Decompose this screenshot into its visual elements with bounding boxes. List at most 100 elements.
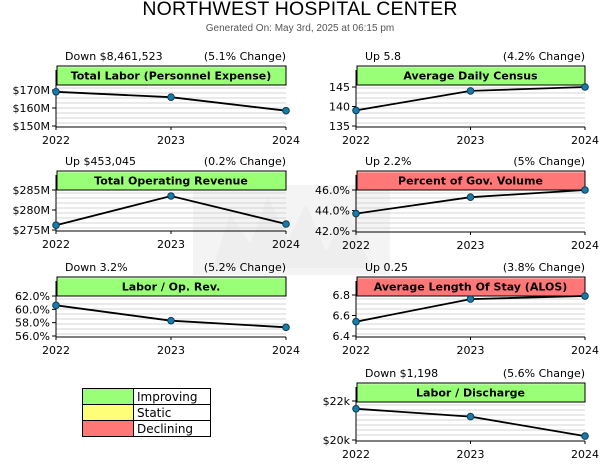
y-tick-label: 56.0% [15,330,50,343]
legend-label-static: Static [133,404,211,421]
x-tick-label: 2022 [342,239,370,252]
x-tick-label: 2022 [342,134,370,147]
watermark-background [193,185,390,275]
y-tick-label: 44.0% [315,205,350,218]
data-point [282,323,290,332]
x-tick-label: 2022 [42,134,70,147]
chart-3: Up $453,045 (0.2% Change) Total Operating … [13,155,301,251]
data-point [167,93,175,101]
y-tick-label: 60.0% [15,303,50,316]
chart-6: Up 0.25 (3.8% Change) Average Length Of St… [333,261,600,357]
y-tick-label: 6.4 [333,330,351,343]
chart-title: Labor / Op. Rev. [122,281,221,294]
x-tick-label: 2023 [157,344,185,357]
legend-row-static: Static [82,404,211,421]
chart-2: Up 5.8 (4.2% Change) Average Daily Census 1… [329,50,599,147]
data-point [52,88,60,96]
x-tick-label: 2022 [342,448,370,461]
legend-swatch-improving [82,388,134,405]
y-tick-label: 6.6 [333,310,351,323]
legend-row-improving: Improving [82,388,211,405]
y-tick-label: 42.0% [315,225,350,238]
title-banner [56,170,287,191]
y-tick-label: $20k [323,434,351,447]
data-point [282,106,290,115]
x-tick-label: 2024 [272,238,300,251]
chart-title: Percent of Gov. Volume [398,175,543,188]
y-tick-label: $275M [13,224,51,237]
data-point [466,412,475,421]
page-title: NORTHWEST HOSPITAL CENTER [142,0,458,20]
data-point [466,193,475,201]
data-point [352,405,360,413]
percent-change-text: (5.6% Change) [503,367,585,380]
data-point [466,295,475,303]
data-point [581,432,589,440]
data-point [52,301,60,310]
x-tick-label: 2023 [457,239,485,252]
y-tick-label: $150M [13,120,51,133]
x-tick-label: 2022 [42,344,70,357]
change-text: Up 5.8 [365,50,401,63]
change-text: Up $453,045 [65,155,136,168]
y-tick-label: 46.0% [315,184,350,197]
x-tick-label: 2022 [42,238,70,251]
title-banner [356,382,586,403]
generated-timestamp: Generated On: May 3rd, 2025 at 06:15 pm [205,23,395,34]
data-point [282,220,290,228]
x-tick-label: 2023 [457,448,485,461]
x-tick-label: 2024 [571,134,599,147]
x-tick-label: 2023 [157,238,185,251]
x-tick-label: 2024 [571,239,599,252]
y-tick-label: 135 [329,120,350,133]
change-text: Down 3.2% [65,261,128,274]
change-text: Up 2.2% [365,155,411,168]
y-tick-label: $285M [13,184,51,197]
change-text: Up 0.25 [365,261,408,274]
chart-7: Down $1,198 (5.6% Change) Labor / Discharg… [323,367,599,461]
title-banner [56,276,287,297]
chart-5: Down 3.2% (5.2% Change) Labor / Op. Rev. 56… [15,261,300,357]
x-tick-label: 2024 [571,344,599,357]
x-tick-label: 2022 [342,344,370,357]
percent-change-text: (0.2% Change) [204,155,286,168]
chart-title: Total Labor (Personnel Expense) [71,70,272,83]
y-tick-label: 62.0% [15,290,50,303]
chart-1: Down $8,461,523 (5.1% Change) Total Labor … [13,50,301,147]
title-banner [56,65,287,86]
percent-change-text: (5% Change) [513,155,585,168]
x-tick-label: 2023 [457,134,485,147]
data-point [581,186,589,194]
x-tick-label: 2023 [157,134,185,147]
title-banner [356,65,586,86]
y-tick-label: 140 [329,101,350,114]
legend-row-declining: Declining [82,420,211,437]
change-text: Down $1,198 [365,367,438,380]
chart-title: Average Length Of Stay (ALOS) [374,281,568,294]
percent-change-text: (5.2% Change) [204,261,286,274]
percent-change-text: (4.2% Change) [503,50,585,63]
legend-swatch-static [82,404,134,421]
percent-change-text: (3.8% Change) [503,261,585,274]
data-point [352,106,360,115]
chart-title: Total Operating Revenue [94,175,248,188]
data-point [167,316,175,325]
data-point [167,192,175,200]
legend-label-declining: Declining [133,420,211,437]
x-tick-label: 2023 [457,344,485,357]
chart-title: Labor / Discharge [416,387,525,400]
y-tick-label: $160M [13,102,51,115]
data-point [466,87,475,95]
data-point [52,221,60,229]
y-tick-label: $170M [13,84,51,97]
data-point [581,83,589,91]
x-tick-label: 2024 [272,134,300,147]
status-legend: Improving Static Declining [82,388,211,437]
y-tick-label: $280M [13,204,51,217]
percent-change-text: (5.1% Change) [204,50,286,63]
x-tick-label: 2024 [272,344,300,357]
chart-title: Average Daily Census [403,70,538,83]
watermark-figures [213,196,372,268]
y-tick-label: 6.8 [333,289,351,302]
data-point [581,292,589,300]
